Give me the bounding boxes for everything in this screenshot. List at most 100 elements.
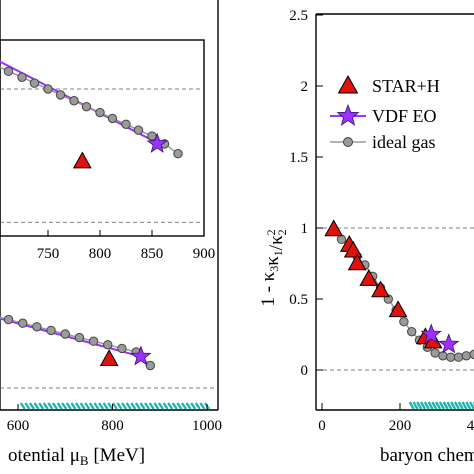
right-cyan-mark-12 [453, 401, 460, 410]
right-y-tick-label-5: 2.5 [289, 8, 308, 24]
right-x-tick-label-2: 400 [467, 418, 474, 434]
left-x-axis-title: otential μB [MeV] [8, 445, 145, 468]
left-cyan-mark-25 [134, 402, 141, 410]
right-y-tick-label-0: 0 [301, 363, 309, 379]
legend-label-1: VDF EO [372, 106, 437, 126]
inset-ideal-gas-point-2 [17, 72, 27, 82]
left-cyan-mark-4 [38, 402, 45, 410]
right-y-tick-label-1: 0.5 [289, 292, 308, 308]
right-y-axis-title: 1 - κ3κ1/κ22 [258, 229, 289, 306]
right-cyan-mark-7 [435, 401, 442, 410]
left-cyan-mark-18 [102, 402, 109, 410]
legend-ideal-gas-marker [343, 137, 353, 147]
right-y-tick-label-4: 2 [301, 79, 309, 95]
inset-ideal-gas-point-1 [3, 66, 14, 77]
right-cyan-mark-0 [408, 401, 415, 410]
left-cyan-mark-26 [139, 402, 146, 410]
legend: STAR+H VDF EO ideal gas [330, 74, 440, 152]
right-panel: 0 0.5 1 1.5 2 2.5 0 200 400 [289, 8, 474, 434]
left-cyan-mark-38 [194, 402, 201, 410]
left-cyan-mark-12 [75, 402, 82, 410]
right-x-tick-label-1: 200 [389, 418, 412, 434]
left-x-tick-label-2: 1000 [192, 418, 222, 434]
right-cyan-mark-5 [427, 401, 434, 410]
left-cyan-mark-37 [190, 402, 197, 410]
left-cyan-mark-39 [199, 402, 206, 410]
left-cyan-mark-1 [24, 402, 31, 410]
right-cyan-mark-1 [412, 401, 419, 410]
left-cyan-mark-33 [171, 402, 178, 410]
inset-ideal-gas-point-8 [95, 107, 105, 118]
right-star-h-point-6 [388, 300, 408, 318]
right-plot: 0 0.5 1 1.5 2 2.5 0 200 400 [289, 8, 474, 434]
right-cyan-mark-11 [450, 401, 457, 410]
left-cyan-mark-9 [61, 402, 68, 410]
left-ideal-gas-point-11 [74, 332, 85, 343]
right-y-tick-label-2: 1 [301, 221, 309, 237]
inset-x-tick-label-0: 750 [37, 246, 60, 262]
left-ideal-gas-point-14 [117, 343, 127, 354]
left-cyan-mark-17 [98, 402, 105, 410]
left-cyan-mark-36 [185, 402, 192, 410]
inset-ideal-gas-point-7 [81, 101, 92, 112]
right-ideal-gas-point-13 [430, 348, 440, 358]
left-cyan-mark-21 [116, 402, 123, 410]
left-cyan-mark-3 [33, 402, 40, 410]
inset-ideal-gas-point-4 [43, 84, 53, 94]
left-cyan-mark-35 [180, 402, 187, 410]
inset-plot: 750 800 850 900 [0, 60, 215, 262]
legend-label-0: STAR+H [372, 76, 440, 96]
right-cyan-mark-16 [468, 401, 474, 410]
left-cyan-mark-34 [176, 402, 183, 410]
right-cyan-mark-9 [442, 401, 449, 410]
right-y-tick-label-3: 1.5 [289, 150, 308, 166]
inset-ideal-gas-point-11 [133, 125, 144, 135]
right-cyan-mark-6 [431, 401, 438, 410]
left-cyan-mark-13 [79, 402, 86, 410]
right-ideal-gas-point-10 [407, 326, 417, 337]
inset-x-tick-label-2: 850 [141, 246, 164, 262]
left-cyan-mark-7 [51, 402, 58, 410]
right-cyan-mark-4 [423, 401, 430, 410]
inset-x-tick-label-3: 900 [193, 246, 216, 262]
left-series-1-line [0, 316, 151, 367]
right-ideal-gas-point-17 [461, 351, 471, 361]
left-cyan-mark-11 [70, 402, 77, 410]
left-ideal-gas-point-16 [145, 360, 156, 371]
left-ideal-gas-point-12 [88, 336, 99, 346]
inset-ideal-gas-point-5 [55, 90, 66, 100]
left-cyan-mark-29 [153, 402, 160, 410]
right-ideal-gas-point-9 [399, 317, 409, 327]
left-cyan-mark-15 [88, 402, 95, 410]
inset-ideal-gas-point-10 [121, 119, 131, 129]
left-ideal-gas-point-13 [103, 340, 113, 350]
legend-star-h-marker [337, 74, 359, 94]
right-ideal-gas-point-15 [446, 352, 456, 362]
inset-frame [0, 39, 205, 237]
inset-ideal-gas-point-9 [107, 113, 118, 124]
left-vdf-star-point-0 [130, 345, 152, 366]
left-ideal-gas-point-10 [60, 329, 70, 339]
right-cyan-mark-10 [446, 401, 453, 410]
left-ideal-gas-point-8 [32, 322, 42, 332]
right-cyan-mark-2 [416, 401, 423, 410]
right-ideal-gas-point-18 [469, 349, 474, 360]
inset-vdf-star-point-0 [146, 132, 168, 153]
left-cyan-mark-31 [162, 402, 169, 410]
right-x-tick-label-0: 0 [318, 418, 326, 434]
left-cyan-mark-20 [111, 402, 118, 410]
left-cyan-mark-2 [28, 402, 35, 410]
left-cyan-mark-5 [42, 402, 49, 410]
right-star-h-point-0 [324, 219, 344, 237]
right-cyan-mark-3 [419, 401, 427, 410]
left-ideal-gas-point-9 [46, 325, 56, 336]
right-star-h-point-5 [371, 280, 390, 298]
inset-x-tick-label-1: 800 [89, 246, 112, 262]
right-cyan-mark-14 [461, 401, 468, 410]
inset-ideal-gas-point-3 [29, 78, 40, 88]
right-cyan-mark-15 [465, 401, 472, 410]
left-cyan-mark-16 [93, 402, 100, 410]
right-cyan-mark-13 [457, 401, 464, 410]
left-cyan-mark-6 [47, 402, 54, 410]
